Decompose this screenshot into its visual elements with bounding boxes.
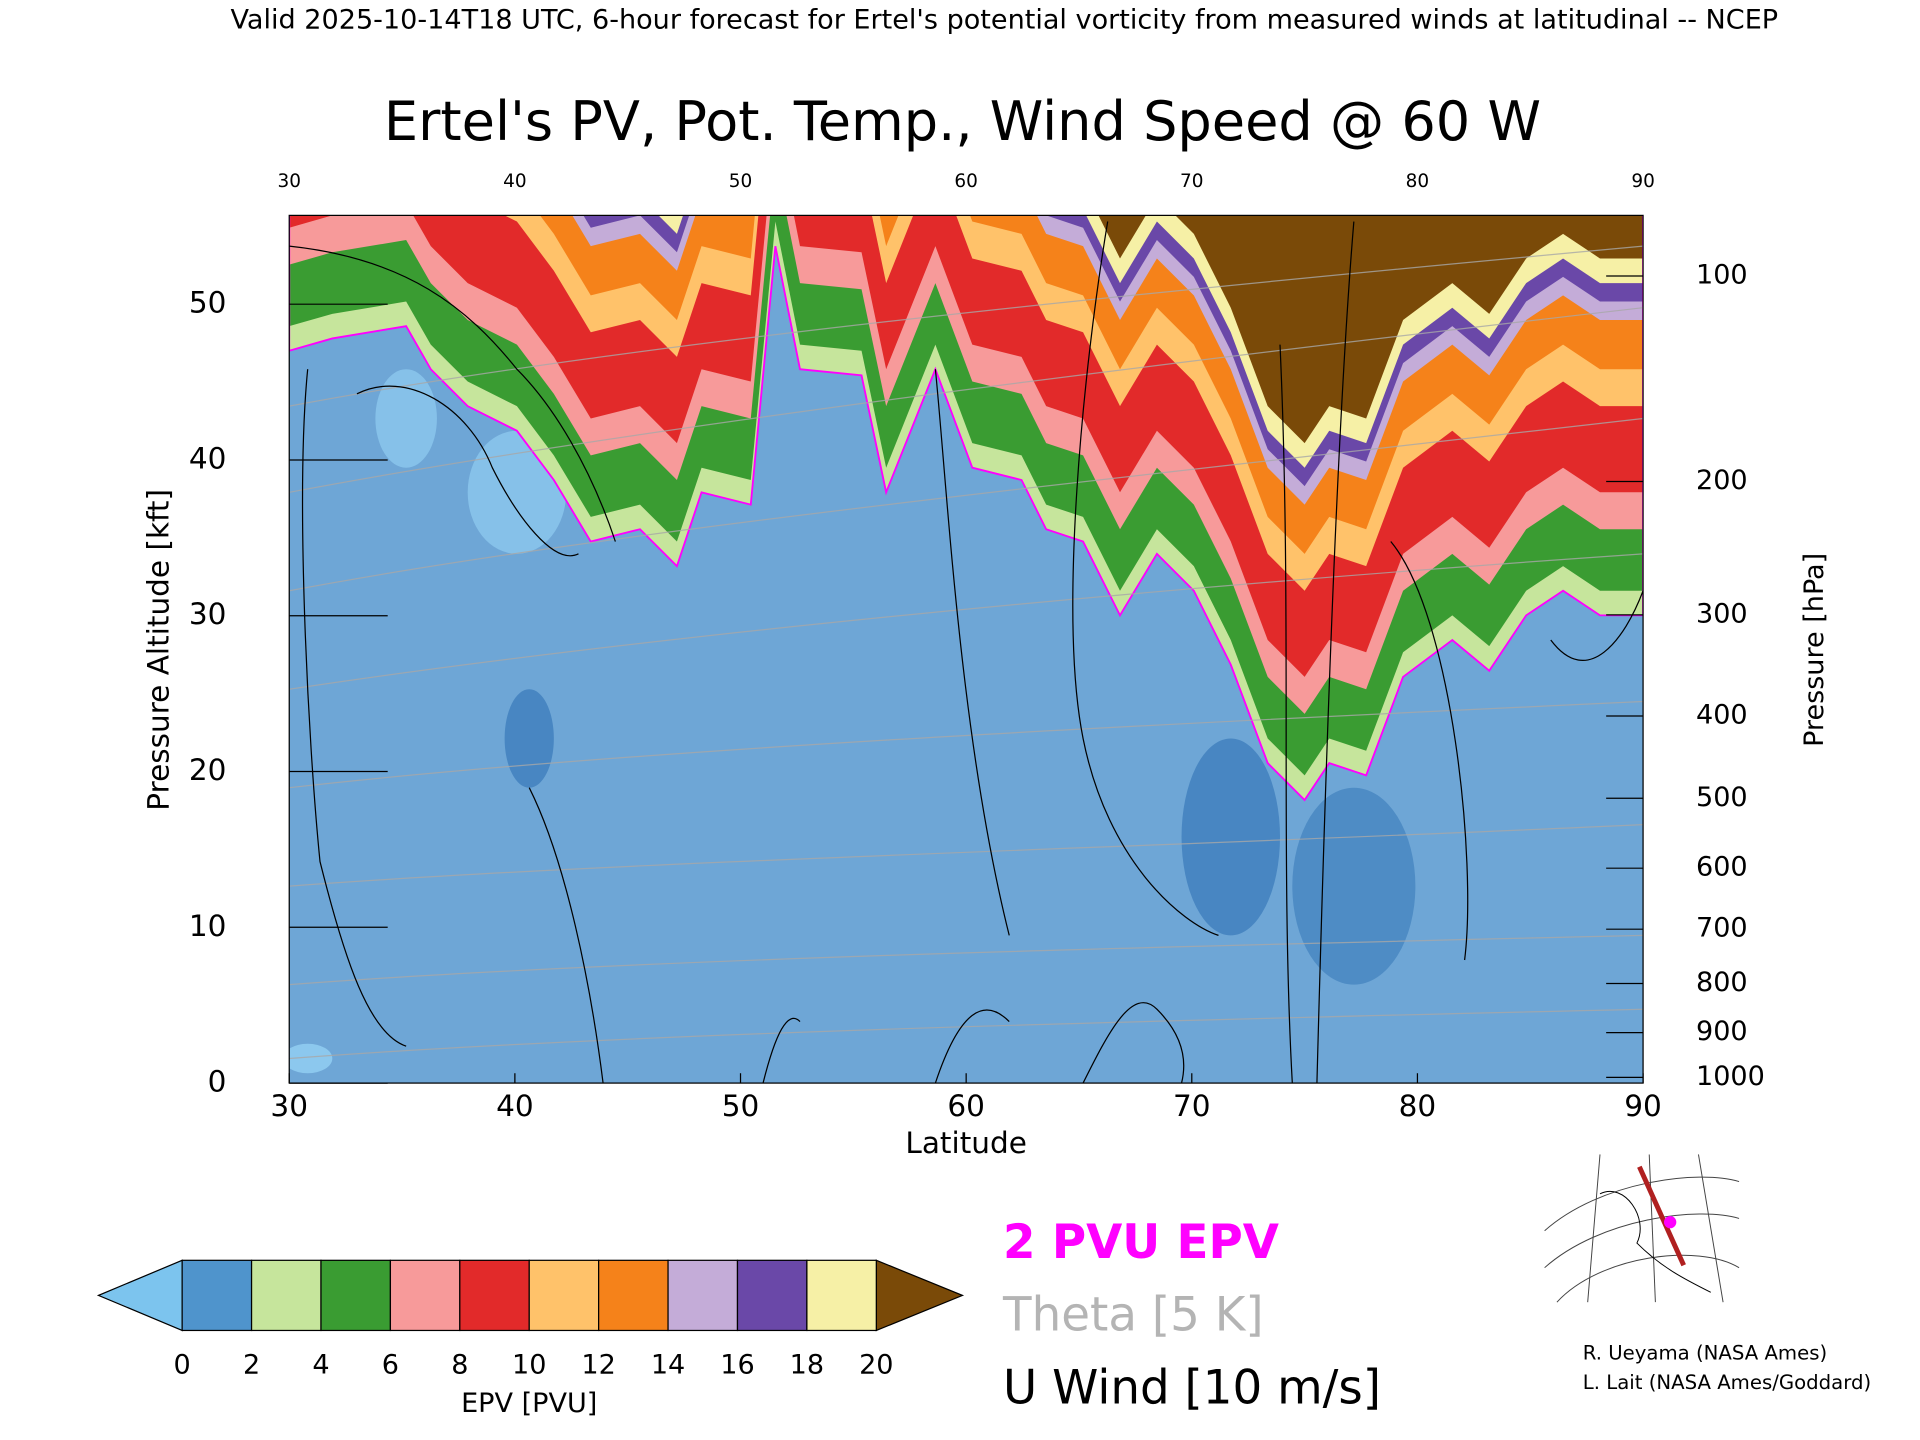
x-top-tick-label: 70 (1180, 171, 1203, 192)
colorbar-tick-label: 8 (451, 1350, 468, 1381)
x-top-tick-label: 80 (1406, 171, 1429, 192)
x-top-tick-label: 90 (1631, 171, 1654, 192)
y2-tick-label: 400 (1696, 699, 1748, 730)
y2-tick-label: 200 (1696, 465, 1748, 496)
credit: R. Ueyama (NASA Ames) (1583, 1341, 1827, 1364)
y-tick-label: 0 (208, 1065, 227, 1099)
y2-tick-label: 500 (1696, 782, 1748, 813)
y2-tick-label: 100 (1696, 260, 1748, 291)
colorbar-segment (667, 1259, 739, 1332)
x-tick-label: 70 (1173, 1089, 1211, 1123)
colorbar-tick-label: 0 (174, 1350, 191, 1381)
legend-entry: Theta [5 K] (1002, 1289, 1264, 1343)
y-axis-label: Pressure Altitude [kft] (142, 489, 176, 811)
y2-tick-label: 900 (1696, 1016, 1748, 1047)
x-top-tick-label: 30 (277, 171, 300, 192)
y-tick-label: 20 (189, 753, 227, 787)
y2-tick-label: 300 (1696, 598, 1748, 629)
y2-tick-label: 800 (1696, 967, 1748, 998)
y2-tick-label: 700 (1696, 913, 1748, 944)
x-tick-label: 60 (947, 1089, 985, 1123)
colorbar-tick-label: 14 (651, 1350, 685, 1381)
colorbar-segment (250, 1259, 322, 1332)
field (289, 215, 1644, 1084)
colorbar-tick-label: 2 (243, 1350, 260, 1381)
colorbar-tick-label: 16 (720, 1350, 754, 1381)
x-axis-label: Latitude (905, 1126, 1026, 1160)
y-tick-label: 40 (189, 441, 227, 475)
colorbar-segment (806, 1259, 877, 1332)
x-top-tick-label: 60 (954, 171, 977, 192)
x-tick-label: 90 (1624, 1089, 1662, 1123)
colorbar-tick-label: 10 (512, 1350, 546, 1381)
y2-tick-label: 600 (1696, 852, 1748, 883)
colorbar-segment (459, 1259, 530, 1332)
colorbar-tick-label: 18 (790, 1350, 824, 1381)
colorbar-segment (181, 1259, 253, 1332)
colorbar-segment (736, 1259, 808, 1332)
colorbar-under (96, 1259, 183, 1332)
y2-tick-label: 1000 (1696, 1061, 1765, 1092)
colorbar-over (875, 1259, 965, 1332)
x-top-tick-label: 40 (503, 171, 526, 192)
header: Valid 2025-10-14T18 UTC, 6-hour forecast… (230, 4, 1778, 35)
y-tick-label: 50 (189, 286, 227, 320)
x-tick-label: 50 (722, 1089, 760, 1123)
y2-axis-label: Pressure [hPa] (1799, 553, 1830, 747)
colorbar-tick-label: 20 (859, 1350, 893, 1381)
chart-title: Ertel's PV, Pot. Temp., Wind Speed @ 60 … (384, 90, 1541, 153)
colorbar-label: EPV [PVU] (461, 1388, 597, 1419)
x-tick-label: 80 (1399, 1089, 1437, 1123)
legend: 2 PVU EPV Theta [5 K] U Wind [10 m/s] (1002, 1216, 1381, 1415)
map-inset (1544, 1154, 1740, 1303)
legend-entry: U Wind [10 m/s] (1003, 1361, 1381, 1415)
credit: L. Lait (NASA Ames/Goddard) (1583, 1371, 1871, 1394)
x-top-tick-label: 50 (729, 171, 752, 192)
colorbar-tick-label: 6 (382, 1350, 399, 1381)
colorbar-segment (320, 1259, 392, 1332)
colorbar-segment (528, 1259, 600, 1332)
colorbar-tick-label: 4 (312, 1350, 329, 1381)
colorbar-segment (389, 1259, 461, 1332)
y-tick-label: 30 (189, 597, 227, 631)
colorbar-tick-label: 12 (581, 1350, 615, 1381)
y-tick-label: 10 (189, 909, 227, 943)
x-tick-label: 30 (270, 1089, 308, 1123)
legend-entry: 2 PVU EPV (1003, 1216, 1279, 1270)
x-tick-label: 40 (496, 1089, 534, 1123)
colorbar-segment (598, 1259, 669, 1332)
